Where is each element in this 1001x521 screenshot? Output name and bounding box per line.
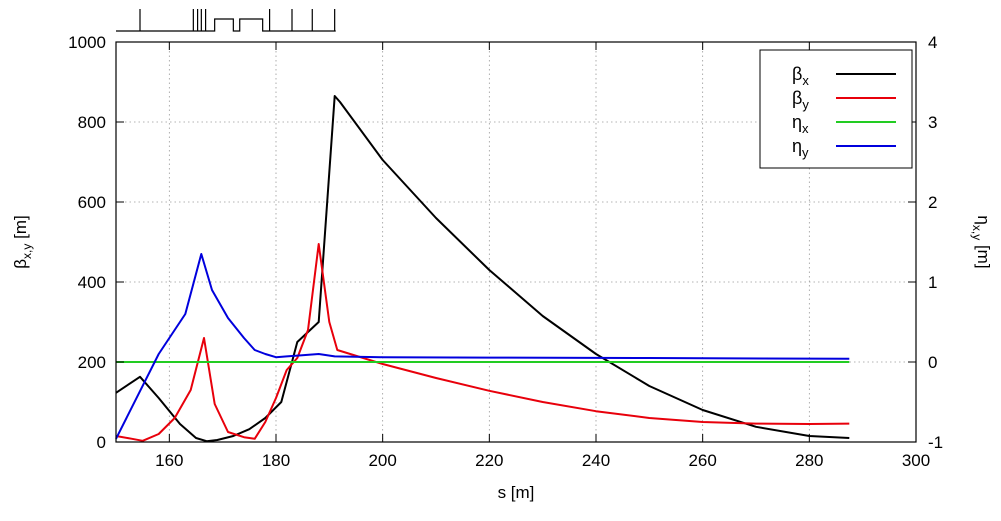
legend-label: ηy [792,136,809,160]
ticks-layer: 160 180 200 220 240 260 280 3000200400600800100… [68,33,943,470]
y-left-tick-label: 200 [78,353,106,372]
series-line-ηy [115,253,850,440]
y-left-title-unit: [m] [11,215,30,243]
legend-label-subscript: y [802,97,809,112]
lattice-profile [116,9,336,32]
y-right-title-symbol: η [974,215,993,224]
legend-label-subscript: x [802,121,809,136]
x-tick-label: 300 [902,451,930,470]
y-right-title-subscript: x,y [970,225,984,240]
y-right-tick-label: 4 [928,33,937,52]
y-right-tick-label: 1 [928,273,937,292]
legend-label-symbol: η [792,112,802,132]
y-left-tick-label: 0 [97,433,106,452]
y-right-title-unit: [m] [974,240,993,268]
y-left-title-symbol: β [11,259,30,269]
x-tick-label: 280 [795,451,823,470]
series-line-βy [115,243,850,442]
x-tick-label: 240 [582,451,610,470]
y-right-axis-title: ηx,y [m] [970,215,993,268]
x-tick-label: 220 [475,451,503,470]
x-tick-label: 260 [688,451,716,470]
series-layer [115,95,850,443]
x-axis-title: s [m] [498,483,535,502]
plot-frame [115,41,917,443]
y-left-tick-label: 600 [78,193,106,212]
y-right-tick-label: 0 [928,353,937,372]
y-left-axis-title: βx,y [m] [11,215,34,268]
legend-label-subscript: x [802,73,809,88]
legend-box [759,49,913,169]
legend-label: βy [792,88,809,112]
legend-label-symbol: β [792,64,802,84]
legend-label-symbol: β [792,88,802,108]
lattice-strip [116,9,336,32]
y-left-tick-label: 800 [78,113,106,132]
y-left-title-subscript: x,y [20,244,34,259]
legend-label-subscript: y [802,145,809,160]
legend-label-symbol: η [792,136,802,156]
y-right-tick-label: 3 [928,113,937,132]
y-left-tick-label: 1000 [68,33,106,52]
x-tick-label: 160 [155,451,183,470]
x-tick-label: 180 [262,451,290,470]
legend-label: ηx [792,112,809,136]
y-right-tick-label: -1 [928,433,943,452]
y-right-tick-label: 2 [928,193,937,212]
legend-label: βx [792,64,809,88]
series-line-βx [115,95,850,443]
x-tick-label: 200 [368,451,396,470]
y-left-tick-label: 400 [78,273,106,292]
